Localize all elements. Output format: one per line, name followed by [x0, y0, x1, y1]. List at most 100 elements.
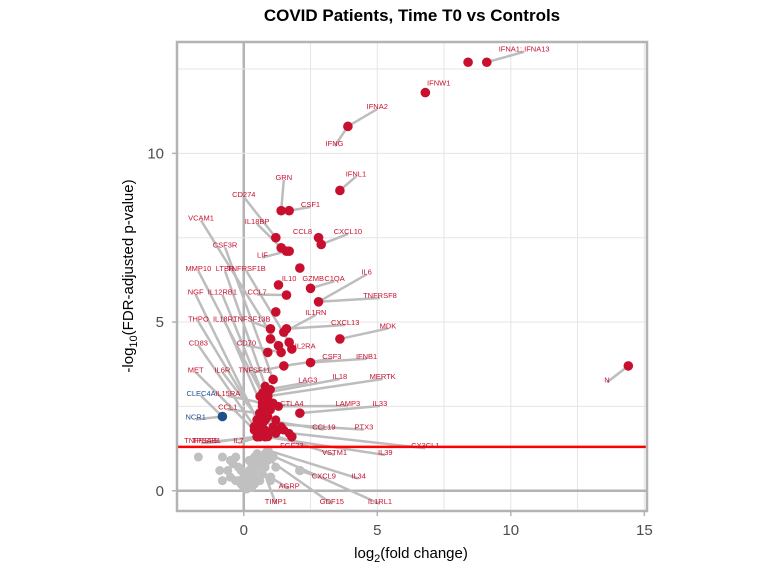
point-label: CTLA4: [280, 399, 303, 408]
point-label: TNFRSF1B: [227, 264, 266, 273]
point-label: LTBR: [216, 264, 235, 273]
label-connector: [347, 108, 378, 128]
data-point: [225, 455, 235, 465]
point-label: CXCL9: [312, 472, 336, 481]
data-point: [420, 87, 431, 98]
point-label: IL39: [378, 448, 393, 457]
label-connector: [197, 344, 256, 428]
data-point: [193, 452, 203, 462]
data-point: [273, 280, 284, 290]
data-point: [262, 448, 273, 459]
point-label: IL18: [333, 372, 348, 381]
point-label: CCL19: [312, 423, 335, 432]
data-point: [244, 466, 254, 476]
data-point: [276, 205, 286, 216]
data-point: [265, 398, 276, 408]
point-label: MET: [188, 365, 204, 374]
point-label: CD70: [237, 338, 256, 347]
label-connector: [254, 364, 285, 374]
data-point: [217, 452, 227, 462]
x-tick-label: 0: [240, 522, 248, 539]
label-connector: [267, 432, 335, 457]
data-point: [236, 466, 246, 476]
point-label: CCL8: [293, 227, 312, 236]
data-point: [265, 323, 276, 334]
y-axis-title: -log10(FDR-adjusted p-value): [120, 179, 140, 372]
data-point: [287, 344, 297, 354]
data-point: [271, 428, 281, 438]
point-label: LAG3: [298, 375, 317, 384]
data-point: [287, 431, 297, 442]
point-label: IL7: [233, 436, 243, 445]
label-connector: [194, 371, 256, 431]
point-label: GDF15: [320, 497, 344, 506]
label-connector: [206, 435, 258, 445]
point-label: IL10: [282, 274, 297, 283]
x-tick-label: 10: [502, 522, 519, 539]
point-label: VCAM1: [188, 213, 214, 222]
data-point: [217, 476, 227, 486]
data-point: [252, 476, 262, 486]
data-point: [335, 185, 345, 196]
point-label: CCL7: [248, 288, 267, 297]
data-point: [233, 476, 243, 486]
x-tick-label: 15: [636, 522, 653, 539]
label-connector: [286, 323, 346, 331]
label-connector: [267, 452, 381, 506]
data-point: [271, 415, 281, 425]
x-axis-title: log2(fold change): [354, 545, 468, 565]
point-label: CLEC4A: [186, 389, 215, 398]
data-point: [260, 462, 270, 472]
data-point: [271, 307, 281, 317]
y-tick-label: 10: [147, 145, 164, 162]
point-label: CSF3R: [213, 240, 238, 249]
data-point: [295, 408, 305, 418]
point-label: CXCL10: [334, 227, 362, 236]
label-connector: [267, 449, 359, 480]
label-connector: [317, 273, 368, 303]
data-point: [244, 455, 254, 465]
point-label: N: [604, 375, 609, 384]
significant-points: [217, 57, 634, 442]
point-label: IL34: [351, 472, 366, 481]
data-point: [284, 246, 294, 256]
point-label: IFNW1: [427, 78, 450, 87]
data-point: [276, 347, 286, 358]
y-tick-label: 5: [156, 314, 164, 331]
data-point: [305, 283, 316, 294]
label-connector: [318, 296, 381, 304]
label-connector: [242, 196, 277, 239]
label-connector: [267, 377, 383, 398]
data-point: [313, 297, 324, 307]
point-label: IL1RN: [305, 308, 326, 317]
point-labels: IFNA1; IFNA13 IFNW1 IFNA2 IFNG IFNL1 GRN CSF1 C…: [184, 45, 609, 506]
point-label: FGF23: [280, 441, 303, 450]
point-label: MDK: [380, 321, 397, 330]
data-point: [268, 374, 278, 385]
point-label: IFNL1: [346, 170, 366, 179]
data-point: [260, 431, 270, 442]
point-label: IL18R1: [213, 315, 237, 324]
data-point: [276, 422, 286, 432]
data-point: [463, 57, 473, 68]
data-point: [215, 466, 225, 476]
data-point: [247, 482, 257, 492]
label-connector: [227, 408, 260, 415]
y-axis-ticks: 0 5 10: [147, 145, 177, 500]
point-label: THPO: [188, 315, 209, 324]
label-connector: [310, 357, 367, 364]
plot-panel-border: [175, 40, 649, 513]
label-connector: [256, 222, 283, 249]
point-label: GRN: [275, 173, 292, 182]
point-label: IFNB1: [356, 352, 377, 361]
data-point: [295, 263, 305, 273]
data-point: [481, 57, 492, 68]
point-label: CD274: [232, 190, 255, 199]
point-label: IL2RA: [295, 342, 316, 351]
point-label: LAMP3: [336, 399, 361, 408]
point-label: NGF: [188, 288, 204, 297]
point-label: CCL1: [218, 402, 237, 411]
y-tick-label: 0: [156, 483, 164, 500]
point-label: TNFSF13B: [233, 315, 271, 324]
